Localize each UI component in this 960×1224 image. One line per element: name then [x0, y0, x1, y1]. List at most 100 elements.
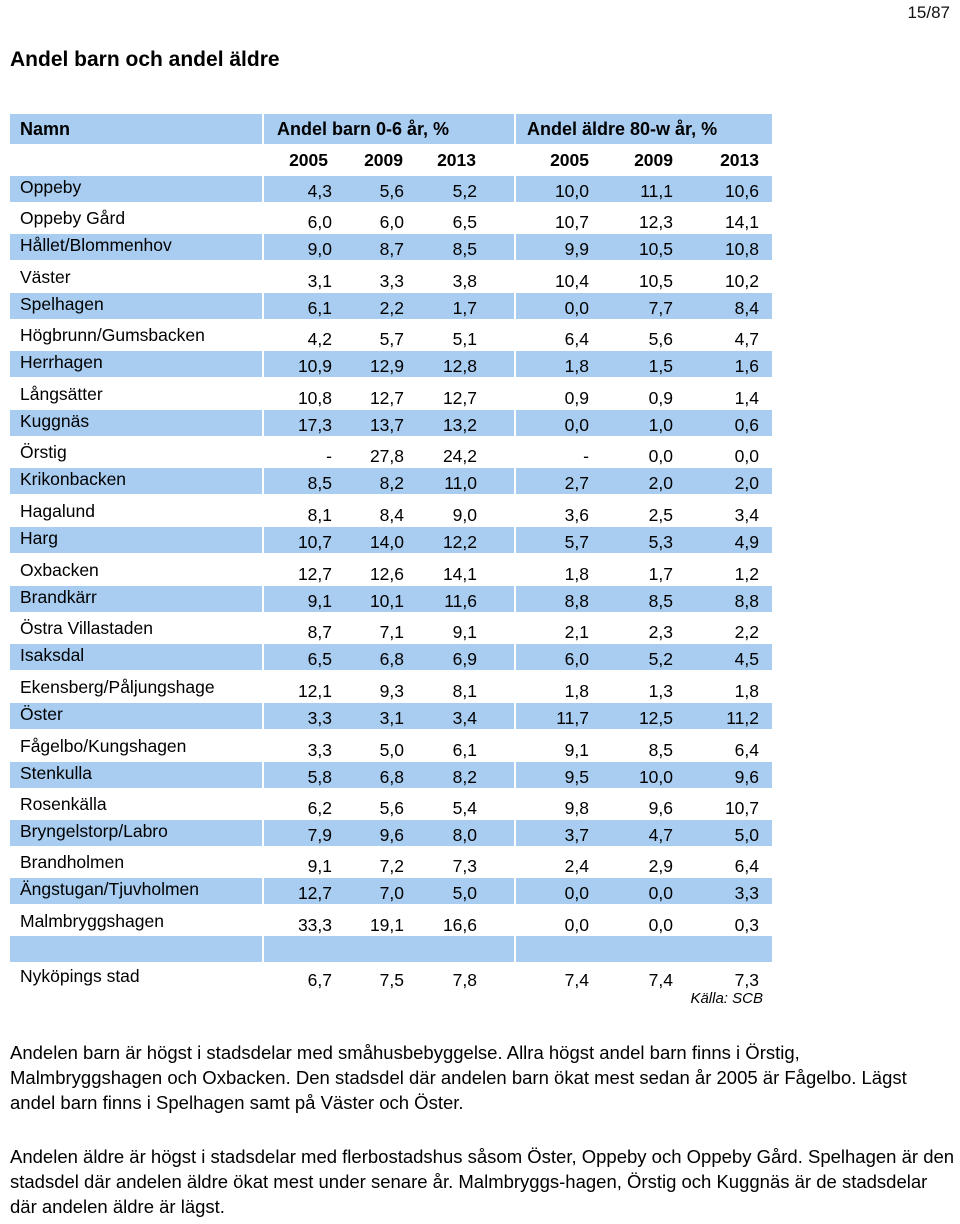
row-value: 3,3 [307, 740, 332, 760]
empty-band-before-total [516, 936, 772, 962]
row-value: 10,1 [369, 591, 404, 611]
row-band [10, 468, 262, 494]
row-value: 6,4 [564, 329, 589, 349]
row-value: 2,7 [564, 473, 589, 493]
table-row: Spelhagen 6,1 2,2 1,7 0,0 7,7 8,4 [0, 293, 960, 319]
row-value: 6,4 [734, 740, 759, 760]
row-value: 0,0 [564, 883, 589, 903]
table-row: Brandholmen 9,1 7,2 7,3 2,4 2,9 6,4 [0, 851, 960, 877]
row-value: 14,0 [369, 532, 404, 552]
row-value: 9,1 [564, 740, 589, 760]
row-band [264, 644, 514, 670]
row-value: 5,3 [648, 532, 673, 552]
row-band [516, 176, 772, 202]
row-value: 7,4 [648, 970, 673, 990]
row-value: 12,7 [442, 388, 477, 408]
row-value: 0,0 [648, 915, 673, 935]
row-value: 9,6 [379, 825, 404, 845]
table-row: Brandkärr 9,1 10,1 11,6 8,8 8,5 8,8 [0, 586, 960, 612]
row-name: Hållet/Blommenhov [20, 235, 172, 255]
source-note: Källa: SCB [690, 990, 763, 1007]
table-row: Krikonbacken 8,5 8,2 11,0 2,7 2,0 2,0 [0, 468, 960, 494]
paragraph-elderly: Andelen äldre är högst i stadsdelar med … [10, 1146, 955, 1217]
row-value: 10,7 [297, 532, 332, 552]
table-row: Rosenkälla 6,2 5,6 5,4 9,8 9,6 10,7 [0, 793, 960, 819]
year-header: 2013 [720, 150, 759, 170]
row-value: 19,1 [369, 915, 404, 935]
row-name: Bryngelstorp/Labro [20, 821, 168, 841]
row-value: 5,8 [307, 767, 332, 787]
row-band [264, 351, 514, 377]
row-value: 3,1 [307, 271, 332, 291]
row-band [264, 586, 514, 612]
header-band-elderly [516, 114, 772, 144]
row-value: 6,5 [307, 649, 332, 669]
row-value: 9,8 [564, 798, 589, 818]
row-band [264, 703, 514, 729]
row-value: 11,2 [726, 708, 759, 728]
row-name: Öster [20, 704, 63, 724]
row-name: Östra Villastaden [20, 618, 153, 638]
row-band [10, 703, 262, 729]
row-name: Brandholmen [20, 852, 125, 872]
row-value: 2,1 [564, 622, 589, 642]
row-value: 12,6 [369, 564, 404, 584]
row-value: 3,8 [452, 271, 477, 291]
row-value: 7,9 [307, 825, 332, 845]
row-value: 1,5 [648, 356, 673, 376]
row-value: 9,6 [648, 798, 673, 818]
row-value: 3,7 [564, 825, 589, 845]
row-value: - [583, 446, 589, 466]
row-name: Högbrunn/Gumsbacken [20, 325, 205, 345]
row-band [264, 820, 514, 846]
row-value: 0,0 [734, 446, 759, 466]
row-value: 5,0 [734, 825, 759, 845]
row-name: Rosenkälla [20, 794, 107, 814]
row-name: Isaksdal [20, 645, 85, 665]
year-header: 2009 [364, 150, 403, 170]
header-name: Namn [20, 119, 71, 139]
row-value: 0,9 [564, 388, 589, 408]
year-header: 2013 [437, 150, 476, 170]
row-value: 9,0 [452, 505, 477, 525]
row-value: 9,5 [564, 767, 589, 787]
row-value: 4,2 [307, 329, 332, 349]
row-value: 5,7 [564, 532, 589, 552]
row-value: 10,0 [638, 767, 673, 787]
row-value: 8,2 [452, 767, 477, 787]
table-row: Fågelbo/Kungshagen 3,3 5,0 6,1 9,1 8,5 6,4 [0, 735, 960, 761]
row-band [516, 468, 772, 494]
row-band [264, 527, 514, 553]
row-band [264, 410, 514, 436]
row-value: 1,3 [648, 681, 673, 701]
row-value: 1,2 [734, 564, 759, 584]
row-name: Väster [20, 267, 71, 287]
table-row: Oxbacken 12,7 12,6 14,1 1,8 1,7 1,2 [0, 559, 960, 585]
row-value: 1,8 [564, 564, 589, 584]
row-value: 6,1 [452, 740, 477, 760]
row-value: 2,0 [734, 473, 759, 493]
row-value: 3,3 [307, 708, 332, 728]
row-value: 11,6 [444, 591, 477, 611]
row-value: 2,5 [648, 505, 673, 525]
row-value: 1,8 [564, 356, 589, 376]
row-value: 8,4 [379, 505, 404, 525]
table-row: Oppeby 4,3 5,6 5,2 10,0 11,1 10,6 [0, 176, 960, 202]
row-value: 8,1 [307, 505, 332, 525]
year-header: 2005 [289, 150, 328, 170]
table-row: Stenkulla 5,8 6,8 8,2 9,5 10,0 9,6 [0, 762, 960, 788]
row-band [10, 527, 262, 553]
row-value: 6,4 [734, 856, 759, 876]
row-band [264, 293, 514, 319]
paragraph-children: Andelen barn är högst i stadsdelar med s… [10, 1042, 907, 1113]
row-value: 10,8 [724, 239, 759, 259]
row-value: 2,4 [564, 856, 589, 876]
row-name: Fågelbo/Kungshagen [20, 736, 187, 756]
row-value: 11,0 [444, 473, 477, 493]
row-value: 6,1 [307, 298, 332, 318]
row-value: 0,3 [734, 915, 759, 935]
row-value: 4,3 [307, 181, 332, 201]
row-value: 10,5 [638, 239, 673, 259]
row-band [10, 644, 262, 670]
row-value: 0,0 [648, 446, 673, 466]
